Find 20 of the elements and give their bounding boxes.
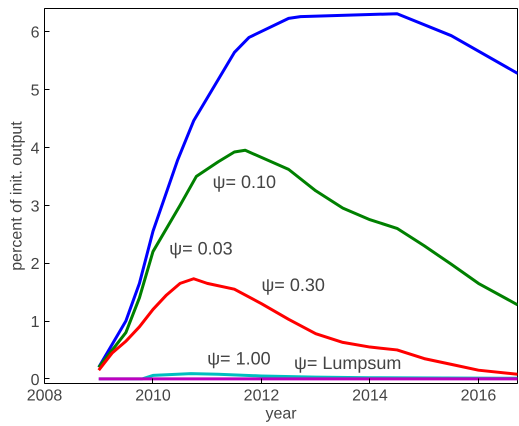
x-tick-label: 2014 xyxy=(352,388,388,404)
line-series xyxy=(97,277,518,376)
y-tick-label: 1 xyxy=(30,314,40,331)
x-axis-title: year xyxy=(265,406,298,422)
y-tick-label: 3 xyxy=(30,198,40,216)
annotation: ψ= 0.30 xyxy=(261,275,325,296)
x-tick-label: 2012 xyxy=(244,388,280,404)
annotation: ψ= Lumpsum xyxy=(294,353,402,374)
y-axis-title: percent of init. output xyxy=(8,120,26,271)
x-tick-label: 2010 xyxy=(135,388,171,404)
y-tick-label: 2 xyxy=(30,256,40,274)
x-tick-label: 2016 xyxy=(460,388,496,404)
annotation: ψ= 0.10 xyxy=(212,172,276,192)
annotation: ψ= 1.00 xyxy=(207,348,271,369)
y-tick-label: 5 xyxy=(30,82,40,100)
y-tick-label: 4 xyxy=(30,140,40,158)
y-tick-label: 6 xyxy=(30,24,40,42)
x-tick-label: 2008 xyxy=(26,388,62,404)
annotation: ψ= 0.03 xyxy=(169,238,233,259)
y-tick-label: 0 xyxy=(30,372,40,389)
